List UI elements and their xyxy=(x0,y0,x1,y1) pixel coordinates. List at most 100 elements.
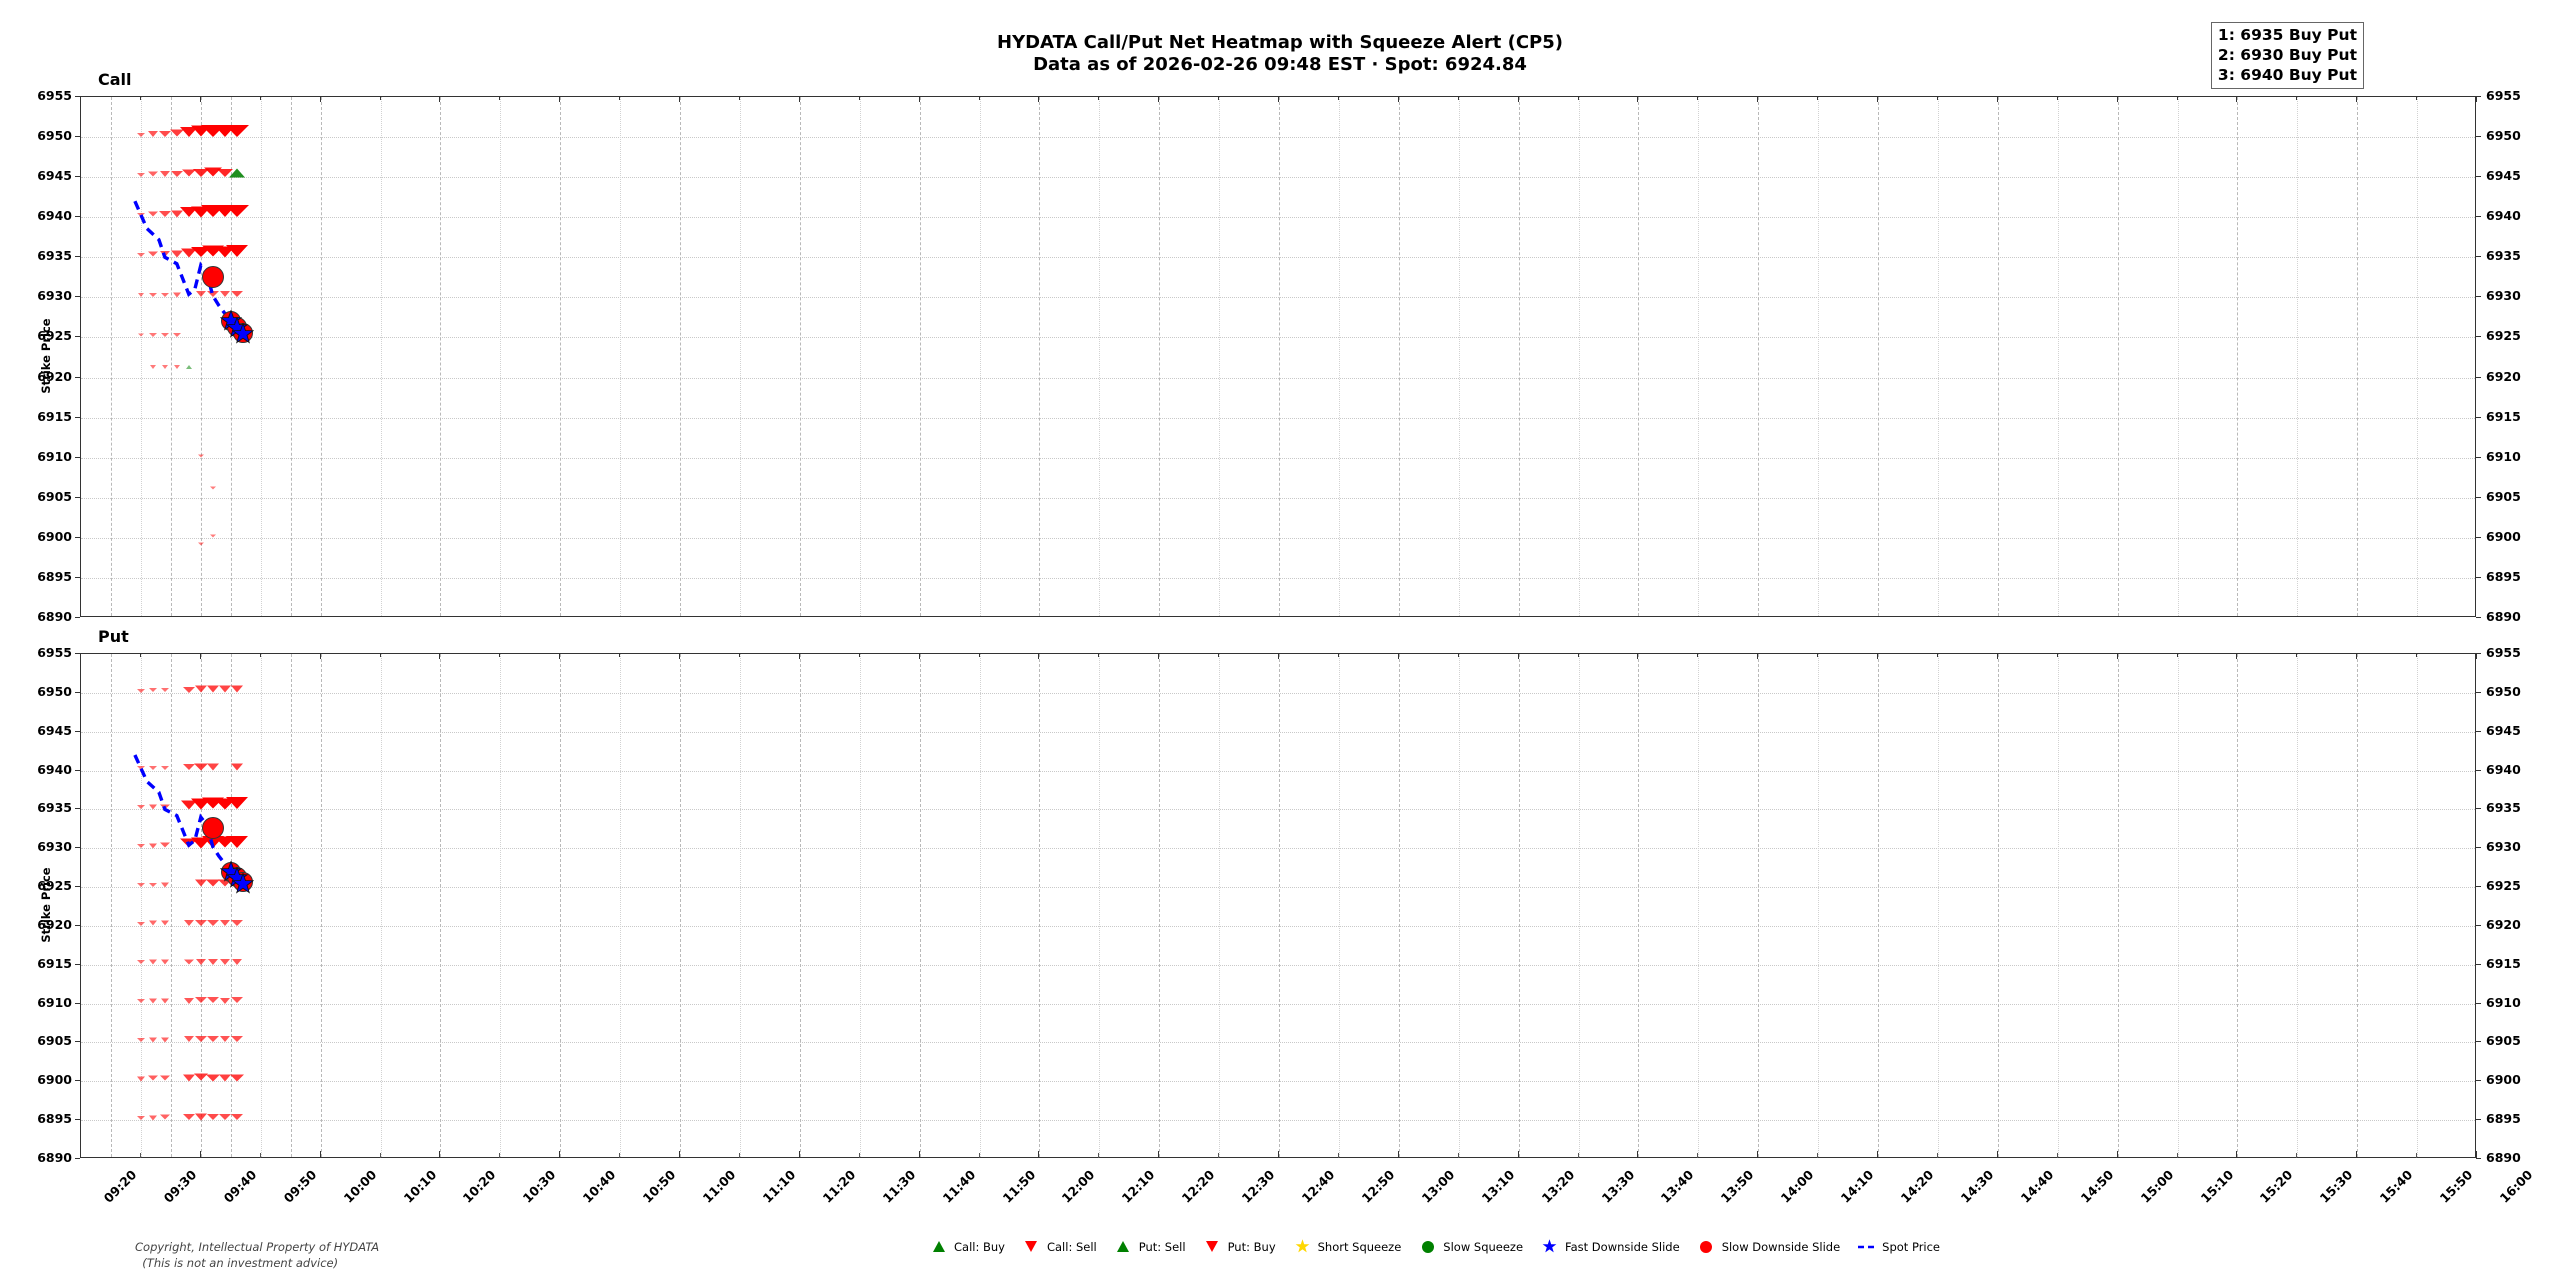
marker-triangle-down xyxy=(190,798,211,810)
gridline-vertical xyxy=(1818,654,1820,1157)
gridline-horizontal xyxy=(81,692,2475,694)
gridline-horizontal xyxy=(81,925,2475,927)
gridline-vertical xyxy=(290,97,292,616)
y-axis-tick-mark xyxy=(75,296,80,298)
gridline-vertical xyxy=(1638,97,1640,616)
y-axis-tick-label: 6915 xyxy=(37,955,72,971)
x-axis-tick-label: 15:30 xyxy=(2316,1167,2356,1206)
x-axis-tick-mark xyxy=(1038,96,1040,102)
copyright-notice: Copyright, Intellectual Property of HYDA… xyxy=(135,1240,379,1271)
x-axis-tick-mark xyxy=(1996,96,1998,102)
x-axis-tick-mark xyxy=(1996,653,1998,659)
gridline-vertical xyxy=(140,97,142,616)
y-axis-tick-label: 6950 xyxy=(37,128,72,144)
x-axis-tick-mark xyxy=(1817,1153,1819,1158)
legend-entry: Put: Buy xyxy=(1204,1238,1276,1255)
x-axis-tick-mark xyxy=(679,1151,680,1158)
gridline-vertical xyxy=(200,97,202,616)
y-axis-tick-mark xyxy=(75,96,80,97)
y-axis-tick-mark-right xyxy=(2476,1119,2481,1121)
x-axis-tick-mark xyxy=(1517,96,1519,102)
x-axis-tick-mark xyxy=(1397,96,1399,102)
y-axis-tick-mark xyxy=(75,1080,80,1082)
marker-triangle-down xyxy=(147,251,158,257)
marker-triangle-down xyxy=(160,688,169,693)
marker-triangle-down xyxy=(158,210,171,217)
marker-triangle-down xyxy=(201,245,224,257)
circle-icon xyxy=(1698,1240,1715,1253)
gridline-vertical xyxy=(2117,97,2119,616)
y-axis-tick-mark xyxy=(75,808,80,810)
x-axis-tick-mark xyxy=(319,1151,321,1158)
y-axis-tick-label-right: 6905 xyxy=(2486,488,2521,504)
x-axis-tick-label: 13:10 xyxy=(1478,1167,1518,1206)
y-axis-tick-mark xyxy=(75,730,80,732)
gridline-vertical xyxy=(1279,654,1280,1157)
marker-triangle-down xyxy=(137,293,144,298)
y-axis-tick-label-right: 6955 xyxy=(2486,88,2521,103)
gridline-vertical xyxy=(1518,654,1520,1157)
gridline-vertical xyxy=(1878,97,1879,616)
x-axis-tick-label: 10:20 xyxy=(460,1167,499,1206)
x-axis-tick-label: 11:00 xyxy=(699,1167,739,1206)
y-axis-tick-mark xyxy=(75,1041,80,1043)
y-axis-tick-mark-right xyxy=(2476,924,2481,926)
y-axis-tick-mark xyxy=(75,176,80,178)
marker-slow-downside-slide xyxy=(201,265,224,288)
gridline-horizontal xyxy=(81,848,2475,850)
y-axis-tick-mark-right xyxy=(2476,176,2481,178)
x-axis-tick-label: 13:00 xyxy=(1418,1167,1458,1206)
marker-triangle-down xyxy=(230,1113,243,1120)
gridline-horizontal xyxy=(81,417,2475,419)
y-axis-tick-label: 6895 xyxy=(37,1111,72,1127)
y-axis-tick-mark xyxy=(75,336,80,338)
marker-triangle-down xyxy=(179,127,198,138)
marker-fast-downside-slide xyxy=(231,322,255,345)
x-axis-tick-label: 09:20 xyxy=(100,1167,140,1206)
x-axis-tick-mark xyxy=(2236,1151,2238,1158)
marker-triangle-down xyxy=(206,1113,219,1120)
marker-triangle-down xyxy=(203,167,222,177)
chart-legend: Call: Buy Call: Sell Put: Sell Put: Buy Shor… xyxy=(930,1238,1940,1255)
marker-triangle-down xyxy=(230,919,243,926)
copyright-line-1: Copyright, Intellectual Property of HYDA… xyxy=(135,1240,380,1254)
x-axis-tick-mark xyxy=(559,1151,561,1158)
marker-triangle-down xyxy=(160,920,169,926)
x-axis-tick-mark xyxy=(199,96,201,102)
marker-triangle-down xyxy=(159,842,170,848)
copyright-line-2: (This is not an investment advice) xyxy=(135,1255,339,1270)
y-axis-tick-mark-right xyxy=(2476,256,2481,258)
gridline-horizontal xyxy=(81,257,2475,259)
x-axis-tick-label: 10:30 xyxy=(519,1167,559,1206)
x-axis-tick-mark xyxy=(1817,653,1819,657)
y-axis-tick-mark xyxy=(75,1158,80,1159)
gridline-vertical xyxy=(2117,654,2119,1157)
marker-triangle-down xyxy=(218,1074,231,1082)
x-axis-tick-label: 09:40 xyxy=(220,1167,260,1206)
y-axis-tick-label: 6925 xyxy=(37,878,72,894)
x-axis-tick-mark xyxy=(439,653,441,659)
x-axis-tick-mark xyxy=(1038,653,1040,659)
marker-triangle-down xyxy=(201,797,224,809)
y-axis-tick-mark-right xyxy=(2476,653,2481,654)
marker-triangle-down xyxy=(148,293,157,298)
star-icon xyxy=(1294,1239,1311,1254)
gridline-vertical xyxy=(230,97,232,616)
x-axis-tick-mark xyxy=(1577,96,1579,100)
x-axis-tick-mark xyxy=(1936,96,1938,100)
panel-put-heatmap[interactable] xyxy=(80,653,2476,1158)
panel-call-heatmap[interactable] xyxy=(80,96,2476,617)
triangle-down-icon xyxy=(1204,1241,1221,1252)
gridline-vertical xyxy=(170,654,172,1157)
marker-triangle-down xyxy=(219,919,230,926)
y-axis-tick-mark xyxy=(75,1119,80,1121)
x-axis-tick-label: 15:00 xyxy=(2137,1167,2176,1206)
dashed-line-icon xyxy=(1858,1243,1876,1251)
y-axis-tick-mark xyxy=(75,963,80,965)
legend-entry-label: Put: Sell xyxy=(1138,1239,1186,1254)
squeeze-alert-item: 3: 6940 Buy Put xyxy=(2217,66,2357,85)
gridline-vertical xyxy=(1878,654,1879,1157)
marker-triangle-down xyxy=(216,168,233,177)
marker-triangle-down xyxy=(193,763,208,771)
y-axis-tick-mark xyxy=(75,256,80,258)
